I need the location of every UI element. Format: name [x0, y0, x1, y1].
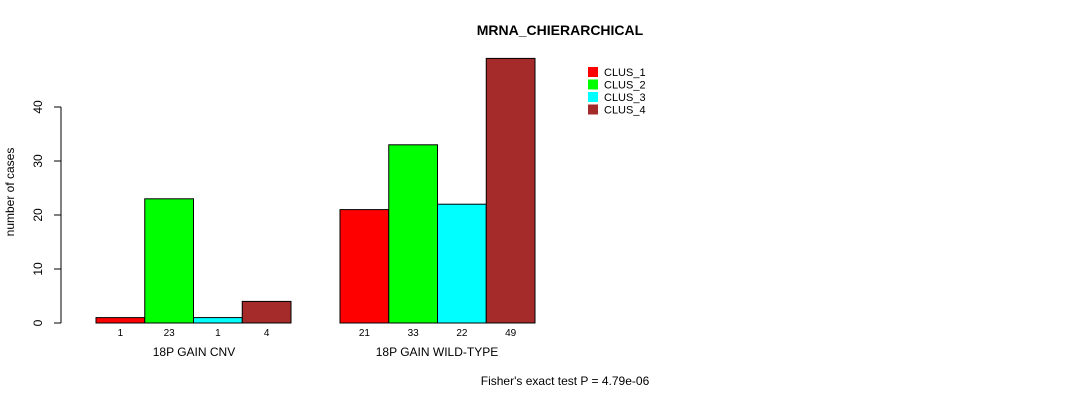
bar-clus-1-group-1: [95, 317, 146, 324]
bar-value-label: 21: [359, 328, 371, 339]
y-tick-label: 30: [31, 154, 45, 168]
legend-label: CLUS_1: [604, 67, 646, 79]
group-label-cnv: 18P GAIN CNV: [153, 345, 235, 359]
bar-clus-3-group-1: [193, 317, 243, 324]
bar-value-label: 22: [456, 328, 468, 339]
y-tick-label: 20: [31, 208, 45, 222]
bar-value-label: 49: [505, 328, 517, 339]
legend-swatch: [588, 79, 598, 90]
bar-value-labels: 1 23 1 4 21 33 22 49: [118, 328, 517, 339]
y-tick-label: 10: [31, 262, 45, 276]
legend-swatch: [588, 67, 598, 77]
bar-value-label: 1: [215, 328, 221, 339]
chart-title: MRNA_CHIERARCHICAL: [477, 22, 644, 38]
legend-label: CLUS_3: [604, 92, 646, 104]
bars: [95, 57, 536, 324]
bar-clus-3-group-2: [437, 203, 487, 324]
bar-clus-2-group-1: [144, 198, 194, 324]
bar-value-label: 23: [164, 328, 176, 339]
bar-clus-4-group-2: [485, 57, 536, 324]
bar-clus-4-group-1: [241, 300, 292, 324]
legend-swatch: [588, 92, 598, 102]
bar-value-label: 4: [264, 328, 270, 339]
y-tick-label: 40: [31, 100, 45, 114]
bar-value-label: 1: [118, 328, 124, 339]
legend-label: CLUS_2: [604, 80, 646, 92]
legend-swatch: [588, 104, 598, 115]
legend-label: CLUS_4: [604, 105, 646, 117]
fisher-test-footnote: Fisher's exact test P = 4.79e-06: [481, 374, 650, 388]
y-axis: 0 10 20 30 40: [31, 100, 62, 326]
y-tick-label: 0: [31, 319, 45, 326]
bar-value-label: 33: [408, 328, 420, 339]
bar-clus-1-group-2: [339, 209, 390, 324]
group-label-wild-type: 18P GAIN WILD-TYPE: [376, 345, 498, 359]
y-axis-label: number of cases: [3, 148, 17, 237]
bar-clus-2-group-2: [388, 144, 438, 324]
